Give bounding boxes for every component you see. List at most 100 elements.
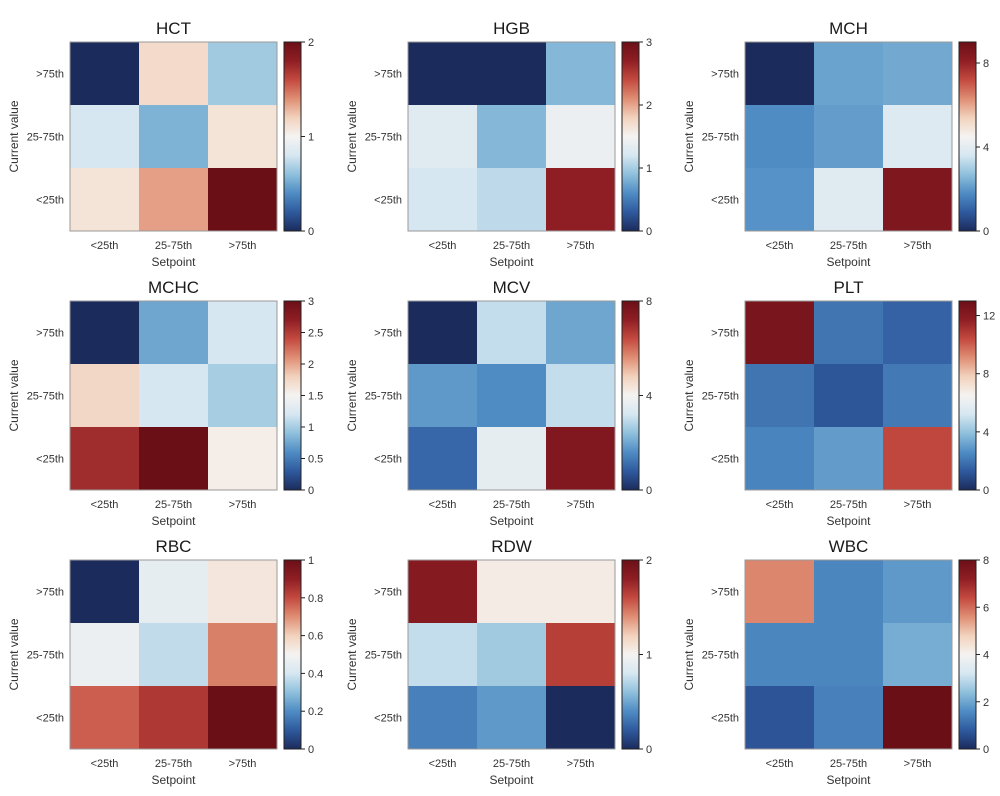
- colorbar: [283, 559, 302, 750]
- panel-rbc: RBC >75th 25-75th <25th <25th 25-75th >75th Set…: [7, 537, 323, 787]
- x-axis-label: Setpoint: [489, 255, 534, 269]
- colorbar-tick-label: 1: [308, 422, 314, 434]
- heatmap-cell: [745, 168, 815, 232]
- heatmap-cell: [546, 105, 616, 169]
- y-tick-label: <25th: [36, 195, 64, 207]
- heatmap-cell: [546, 427, 616, 491]
- x-tick-label: >75th: [229, 240, 257, 252]
- x-tick-label: >75th: [904, 499, 932, 511]
- heatmap-cell: [883, 105, 953, 169]
- heatmap-cell: [745, 42, 815, 106]
- panel-title: MCV: [493, 278, 531, 297]
- colorbar-tick-label: 6: [983, 602, 989, 614]
- panel-mchc: MCHC >75th 25-75th <25th <25th 25-75th >75th Se…: [7, 278, 323, 528]
- y-tick-label: >75th: [711, 328, 739, 340]
- y-axis-label: Current value: [682, 618, 696, 690]
- colorbar-tick-label: 0: [646, 485, 652, 497]
- panel-title: MCHC: [148, 278, 199, 297]
- heatmap-cell: [546, 42, 616, 106]
- heatmap-cell: [745, 427, 815, 491]
- heatmap-cell: [745, 623, 815, 687]
- x-tick-label: <25th: [429, 758, 457, 770]
- panel-title: WBC: [829, 537, 869, 556]
- y-tick-label: 25-75th: [702, 132, 739, 144]
- colorbar-tick-label: 3: [308, 296, 314, 308]
- heatmap-cell: [546, 623, 616, 687]
- heatmap-cell: [139, 42, 209, 106]
- colorbar-tick-label: 0: [983, 485, 989, 497]
- heatmap-cell: [408, 560, 478, 624]
- panel-wbc: WBC >75th 25-75th <25th <25th 25-75th >75th Set…: [682, 537, 989, 787]
- heatmap-cell: [70, 42, 140, 106]
- colorbar-tick-label: 0.6: [308, 631, 323, 643]
- x-tick-label: >75th: [567, 758, 595, 770]
- y-tick-label: 25-75th: [365, 132, 402, 144]
- heatmap-cell: [208, 623, 278, 687]
- panel-title: PLT: [834, 278, 864, 297]
- heatmap-frame: [744, 300, 953, 491]
- y-tick-label: >75th: [374, 587, 402, 599]
- heatmap-cell: [408, 427, 478, 491]
- x-tick-label: <25th: [91, 240, 119, 252]
- heatmap-cell: [546, 168, 616, 232]
- heatmap-cell: [70, 560, 140, 624]
- y-tick-label: <25th: [711, 713, 739, 725]
- colorbar-tick-label: 0: [646, 226, 652, 238]
- x-tick-label: <25th: [91, 499, 119, 511]
- panel-title: HCT: [156, 19, 191, 38]
- colorbar: [958, 559, 977, 750]
- heatmap-cell: [70, 623, 140, 687]
- colorbar-tick-label: 2: [646, 555, 652, 567]
- colorbar-tick-label: 1: [308, 555, 314, 567]
- heatmap-cell: [208, 686, 278, 750]
- heatmap-cell: [546, 686, 616, 750]
- y-tick-label: <25th: [711, 454, 739, 466]
- heatmap-cell: [477, 105, 547, 169]
- heatmap-cell: [139, 686, 209, 750]
- y-axis-label: Current value: [682, 359, 696, 431]
- panel-title: RDW: [491, 537, 532, 556]
- x-tick-label: <25th: [91, 758, 119, 770]
- y-tick-label: <25th: [374, 195, 402, 207]
- y-tick-label: 25-75th: [702, 391, 739, 403]
- y-tick-label: 25-75th: [27, 132, 64, 144]
- heatmap-cell: [208, 427, 278, 491]
- heatmap-cell: [883, 686, 953, 750]
- y-tick-label: 25-75th: [365, 391, 402, 403]
- x-tick-label: 25-75th: [493, 240, 530, 252]
- heatmap-cell: [139, 623, 209, 687]
- colorbar-tick-label: 12: [983, 311, 995, 323]
- y-tick-label: <25th: [374, 454, 402, 466]
- heatmap-cell: [139, 105, 209, 169]
- y-tick-label: <25th: [374, 713, 402, 725]
- heatmap-cell: [408, 686, 478, 750]
- heatmap-cell: [814, 364, 884, 428]
- y-axis-label: Current value: [7, 100, 21, 172]
- colorbar: [621, 300, 640, 491]
- y-axis-label: Current value: [7, 359, 21, 431]
- x-axis-label: Setpoint: [489, 514, 534, 528]
- x-tick-label: >75th: [904, 240, 932, 252]
- heatmap-frame: [69, 300, 278, 491]
- panel-hgb: HGB >75th 25-75th <25th <25th 25-75th >75th Set…: [345, 19, 652, 269]
- heatmap-cell: [139, 427, 209, 491]
- colorbar-tick-label: 1.5: [308, 391, 323, 403]
- colorbar-tick-label: 2: [308, 37, 314, 49]
- heatmap-cell: [408, 623, 478, 687]
- panel-title: MCH: [829, 19, 868, 38]
- y-tick-label: >75th: [711, 587, 739, 599]
- x-tick-label: >75th: [567, 240, 595, 252]
- colorbar-tick-label: 1: [308, 132, 314, 144]
- x-tick-label: 25-75th: [830, 499, 867, 511]
- heatmap-cell: [70, 686, 140, 750]
- heatmap-cell: [70, 168, 140, 232]
- heatmap-cell: [814, 42, 884, 106]
- colorbar-tick-label: 0.4: [308, 668, 323, 680]
- heatmap-cell: [883, 560, 953, 624]
- panel-hct: HCT >75th 25-75th <25th <25th 25-75th >75th Set…: [7, 19, 314, 269]
- x-axis-label: Setpoint: [151, 773, 196, 787]
- heatmap-cell: [139, 301, 209, 365]
- colorbar-tick-label: 8: [983, 555, 989, 567]
- heatmap-cell: [745, 686, 815, 750]
- heatmap-cell: [208, 560, 278, 624]
